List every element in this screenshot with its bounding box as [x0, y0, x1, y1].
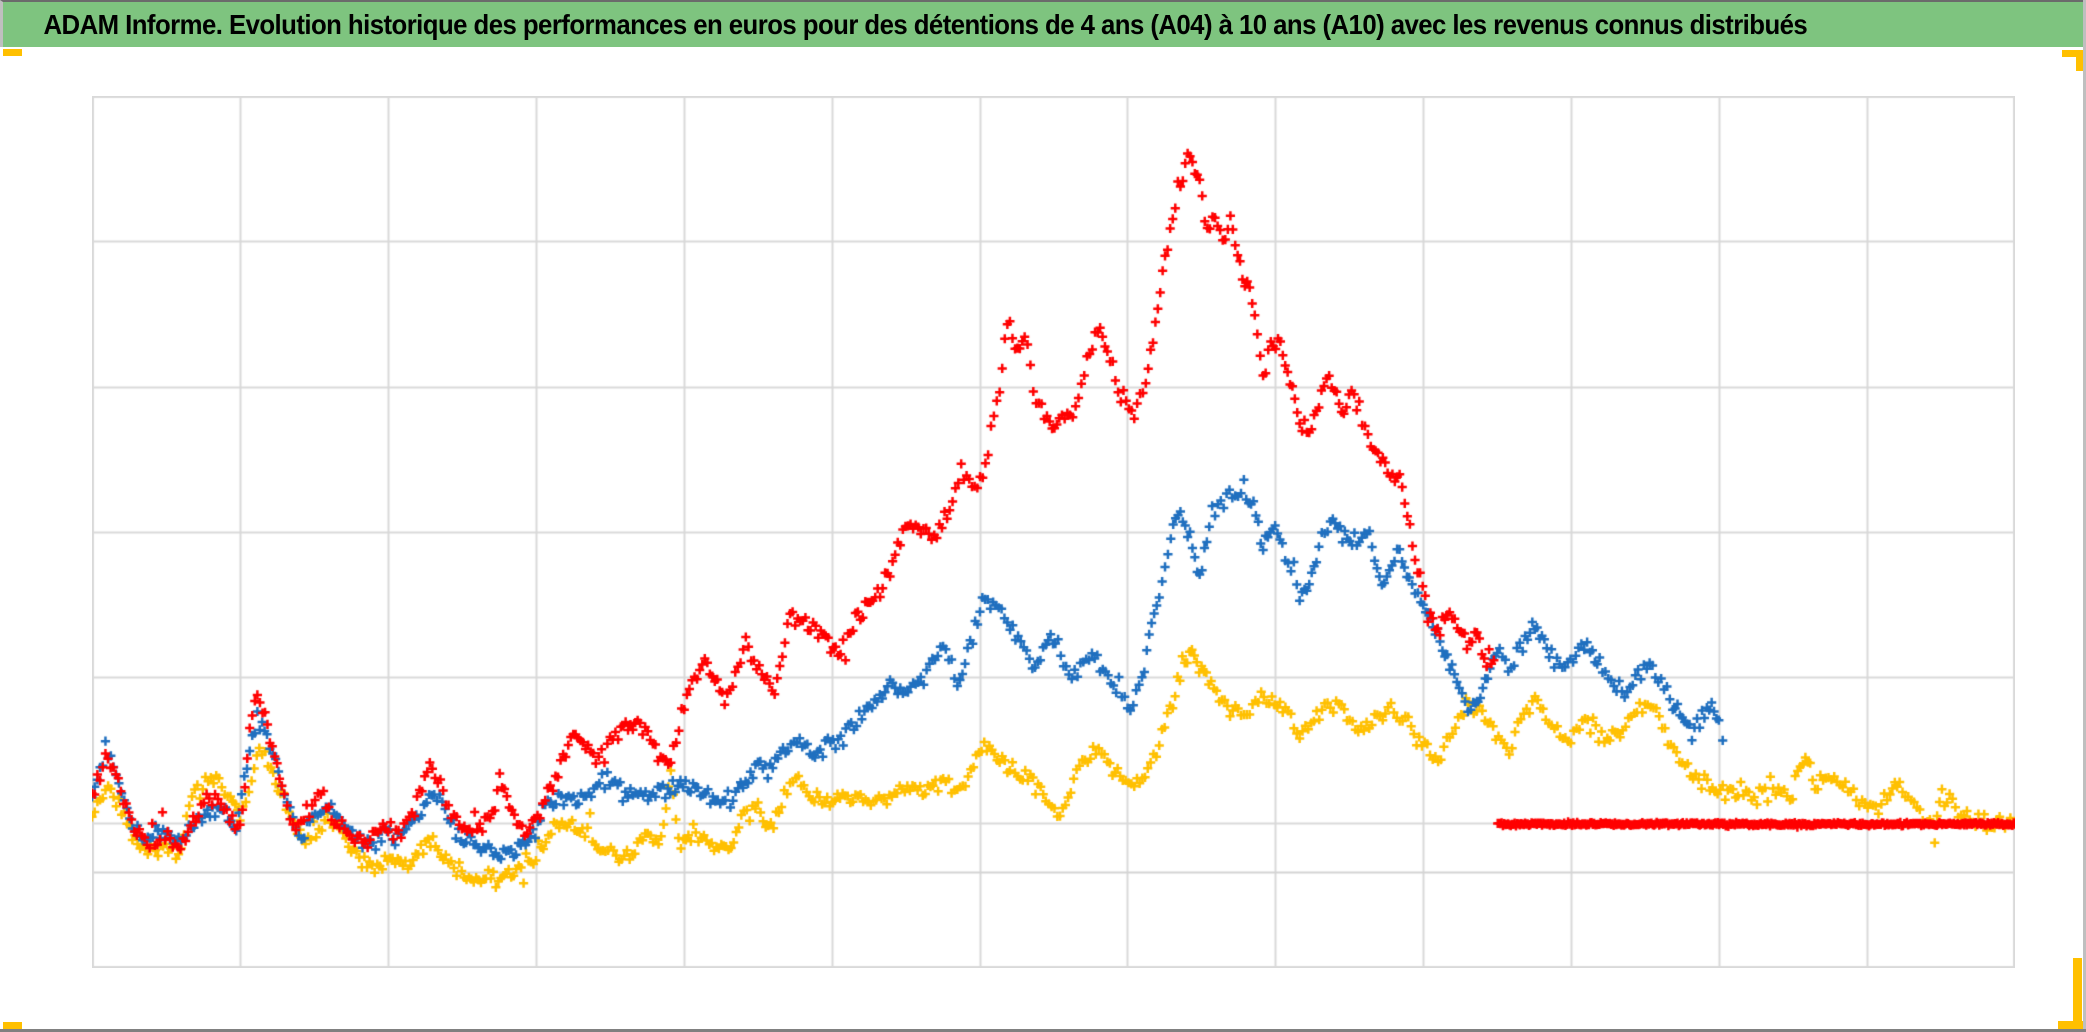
title-bar: ADAM Informe. Evolution historique des p…	[0, 0, 2086, 47]
chart-title: ADAM Informe. Evolution historique des p…	[43, 8, 1808, 40]
screen-right-edge-line	[2083, 0, 2086, 1032]
slide-corner-mark-top-left	[3, 49, 22, 56]
slide-corner-mark-top-right-horizontal	[2062, 50, 2084, 57]
chart-plot-area	[92, 96, 2015, 968]
slide-corner-mark-bottom-right-vertical	[2073, 958, 2082, 1030]
scatter-chart-canvas	[92, 96, 2015, 968]
screen-bottom-edge-line	[0, 1029, 2086, 1032]
slide-corner-mark-bottom-right-horizontal	[2058, 1021, 2086, 1030]
slide-corner-mark-top-right-vertical	[2076, 50, 2084, 71]
slide-corner-mark-bottom-left	[3, 1022, 22, 1030]
